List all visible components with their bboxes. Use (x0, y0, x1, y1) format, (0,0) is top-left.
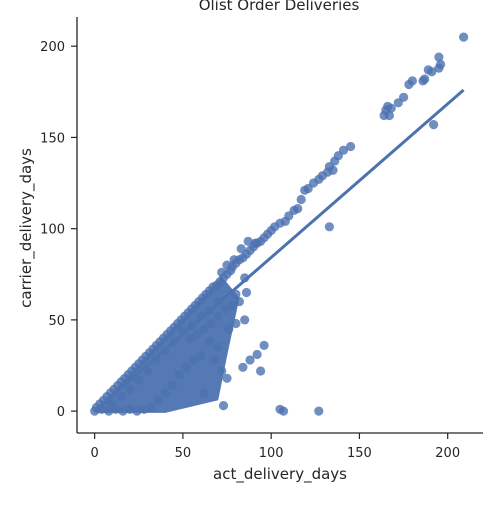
data-point (182, 363, 191, 372)
x-tick-label: 200 (435, 446, 460, 461)
data-point (205, 337, 214, 346)
data-point (168, 381, 177, 390)
data-point (429, 120, 438, 129)
data-point (161, 388, 170, 397)
x-tick-label: 50 (175, 446, 192, 461)
data-point (242, 288, 251, 297)
data-point (210, 355, 219, 364)
data-point (214, 312, 223, 321)
data-point (256, 366, 265, 375)
plot-area (90, 33, 468, 416)
data-point (240, 315, 249, 324)
data-point (244, 237, 253, 246)
y-axis-label: carrier_delivery_days (17, 148, 36, 308)
y-tick-label: 200 (40, 40, 65, 55)
data-point (238, 363, 247, 372)
data-point (154, 396, 163, 405)
data-point (385, 111, 394, 120)
y-tick-label: 100 (40, 223, 65, 238)
data-point (237, 244, 246, 253)
x-axis-label: act_delivery_days (213, 465, 347, 484)
data-point (418, 76, 427, 85)
x-tick-label: 0 (91, 446, 99, 461)
data-point (424, 65, 433, 74)
data-point (222, 374, 231, 383)
data-point (245, 355, 254, 364)
data-point (279, 407, 288, 416)
data-point (200, 388, 209, 397)
data-point (300, 186, 309, 195)
y-tick-label: 150 (40, 131, 65, 146)
data-point (219, 401, 228, 410)
x-tick-label: 100 (259, 446, 284, 461)
data-point (297, 195, 306, 204)
data-point (117, 392, 126, 401)
data-point (231, 319, 240, 328)
y-tick-label: 50 (48, 314, 65, 329)
data-point (459, 33, 468, 42)
data-point (314, 407, 323, 416)
data-point (221, 304, 230, 313)
chart-title: Olist Order Deliveries (199, 0, 360, 14)
y-tick-label: 0 (57, 405, 65, 420)
data-point (260, 341, 269, 350)
data-point (125, 385, 134, 394)
regression-line (95, 90, 464, 411)
data-point (189, 355, 198, 364)
data-point (214, 343, 223, 352)
data-point (325, 222, 334, 231)
data-point (404, 80, 413, 89)
data-point (217, 268, 226, 277)
data-point (185, 334, 194, 343)
data-point (175, 370, 184, 379)
x-tick-label: 150 (347, 446, 372, 461)
